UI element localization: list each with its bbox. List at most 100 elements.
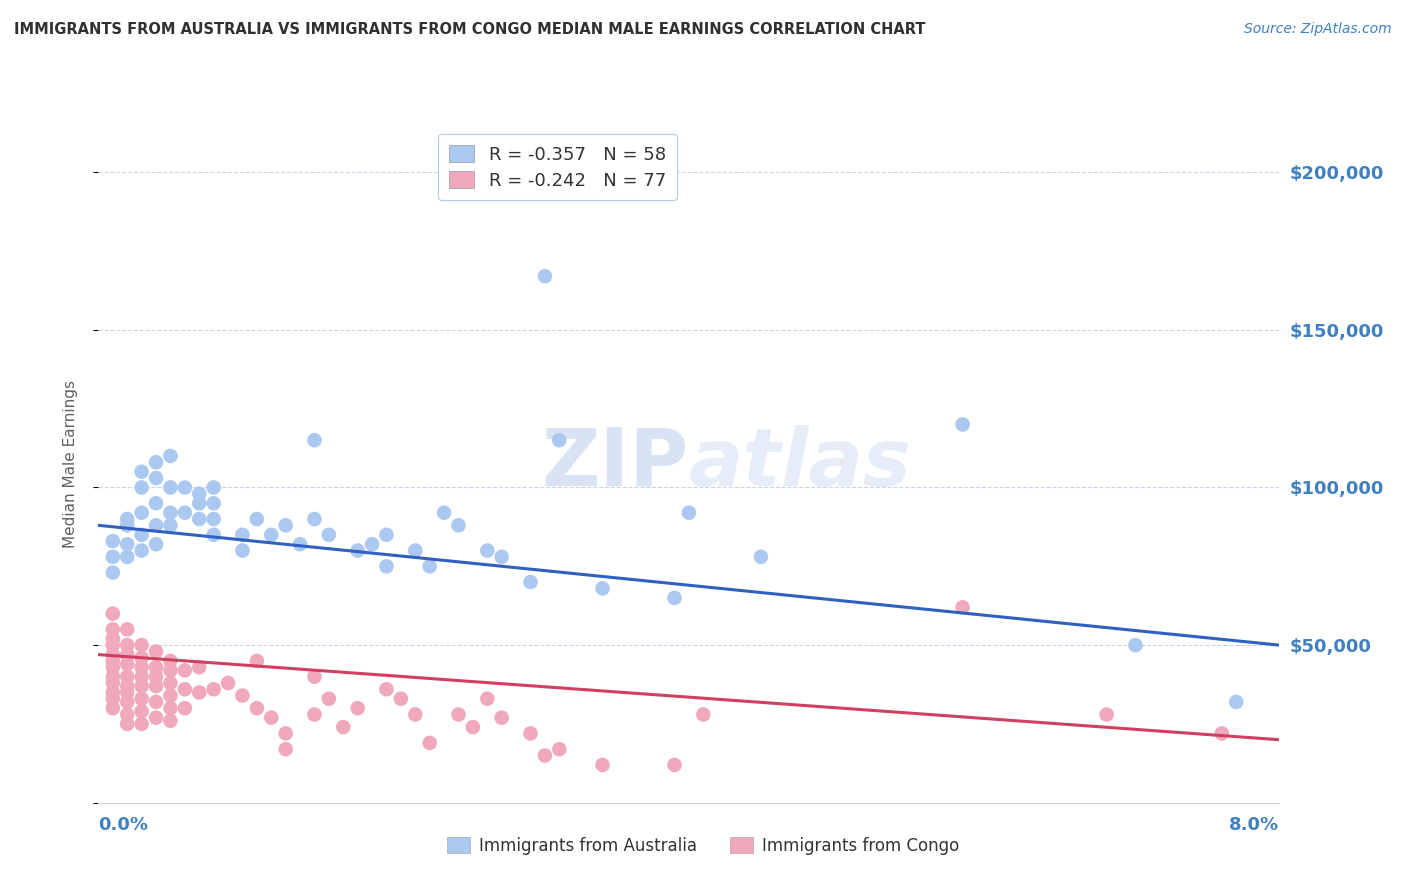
Point (131, 691, 153, 706)
Point (231, 528, 253, 542)
Point (1211, 726, 1233, 740)
Point (534, 748, 557, 763)
Point (433, 506, 456, 520)
Point (231, 543, 253, 558)
Point (131, 670, 153, 684)
Point (548, 433, 571, 447)
Point (477, 543, 499, 558)
Point (115, 638, 138, 652)
Point (115, 679, 138, 693)
Point (246, 512, 269, 526)
Point (115, 512, 138, 526)
Point (101, 648, 124, 662)
Point (592, 758, 614, 772)
Point (115, 623, 138, 637)
Point (145, 679, 167, 693)
Point (346, 701, 368, 715)
Point (131, 679, 153, 693)
Point (159, 676, 181, 690)
Point (131, 638, 153, 652)
Text: Source: ZipAtlas.com: Source: ZipAtlas.com (1244, 22, 1392, 37)
Point (145, 471, 167, 485)
Point (159, 701, 181, 715)
Point (101, 623, 124, 637)
Point (318, 528, 340, 542)
Point (115, 537, 138, 551)
Point (115, 717, 138, 731)
Point (131, 704, 153, 718)
Point (145, 455, 167, 469)
Point (159, 664, 181, 678)
Point (188, 685, 211, 699)
Point (145, 644, 167, 658)
Legend: R = -0.357   N = 58, R = -0.242   N = 77: R = -0.357 N = 58, R = -0.242 N = 77 (439, 134, 676, 201)
Point (115, 670, 138, 684)
Point (101, 654, 124, 668)
Point (519, 575, 541, 590)
Point (101, 685, 124, 699)
Point (131, 528, 153, 542)
Point (115, 695, 138, 709)
Text: 0.0%: 0.0% (98, 816, 149, 834)
Point (188, 487, 211, 501)
Point (246, 701, 269, 715)
Point (145, 711, 167, 725)
Point (534, 269, 557, 284)
Point (101, 638, 124, 652)
Point (115, 518, 138, 533)
Point (389, 691, 412, 706)
Point (274, 742, 297, 756)
Point (404, 707, 426, 722)
Point (664, 591, 686, 605)
Text: atlas: atlas (689, 425, 911, 503)
Point (375, 559, 398, 574)
Point (131, 481, 153, 495)
Point (188, 496, 211, 510)
Point (231, 689, 253, 703)
Point (173, 481, 195, 495)
Point (101, 676, 124, 690)
Point (304, 512, 326, 526)
Point (101, 566, 124, 580)
Point (101, 701, 124, 715)
Point (145, 537, 167, 551)
Point (202, 481, 225, 495)
Point (145, 518, 167, 533)
Point (131, 650, 153, 665)
Point (101, 534, 124, 549)
Point (159, 481, 181, 495)
Point (461, 720, 484, 734)
Point (115, 685, 138, 699)
Point (115, 648, 138, 662)
Point (548, 742, 571, 756)
Text: ZIP: ZIP (541, 425, 689, 503)
Point (375, 528, 398, 542)
Point (274, 518, 297, 533)
Point (202, 528, 225, 542)
Point (159, 689, 181, 703)
Text: IMMIGRANTS FROM AUSTRALIA VS IMMIGRANTS FROM CONGO MEDIAN MALE EARNINGS CORRELAT: IMMIGRANTS FROM AUSTRALIA VS IMMIGRANTS … (14, 22, 925, 37)
Point (592, 582, 614, 596)
Point (131, 717, 153, 731)
Point (692, 707, 714, 722)
Point (202, 682, 225, 697)
Point (346, 543, 368, 558)
Point (274, 726, 297, 740)
Point (131, 543, 153, 558)
Point (159, 714, 181, 728)
Point (491, 711, 513, 725)
Point (173, 506, 195, 520)
Point (115, 549, 138, 564)
Point (332, 720, 354, 734)
Point (952, 417, 974, 432)
Point (145, 670, 167, 684)
Point (115, 657, 138, 671)
Text: 8.0%: 8.0% (1229, 816, 1279, 834)
Point (131, 506, 153, 520)
Point (202, 496, 225, 510)
Point (115, 707, 138, 722)
Point (188, 660, 211, 674)
Point (159, 654, 181, 668)
Point (101, 632, 124, 646)
Point (447, 518, 470, 533)
